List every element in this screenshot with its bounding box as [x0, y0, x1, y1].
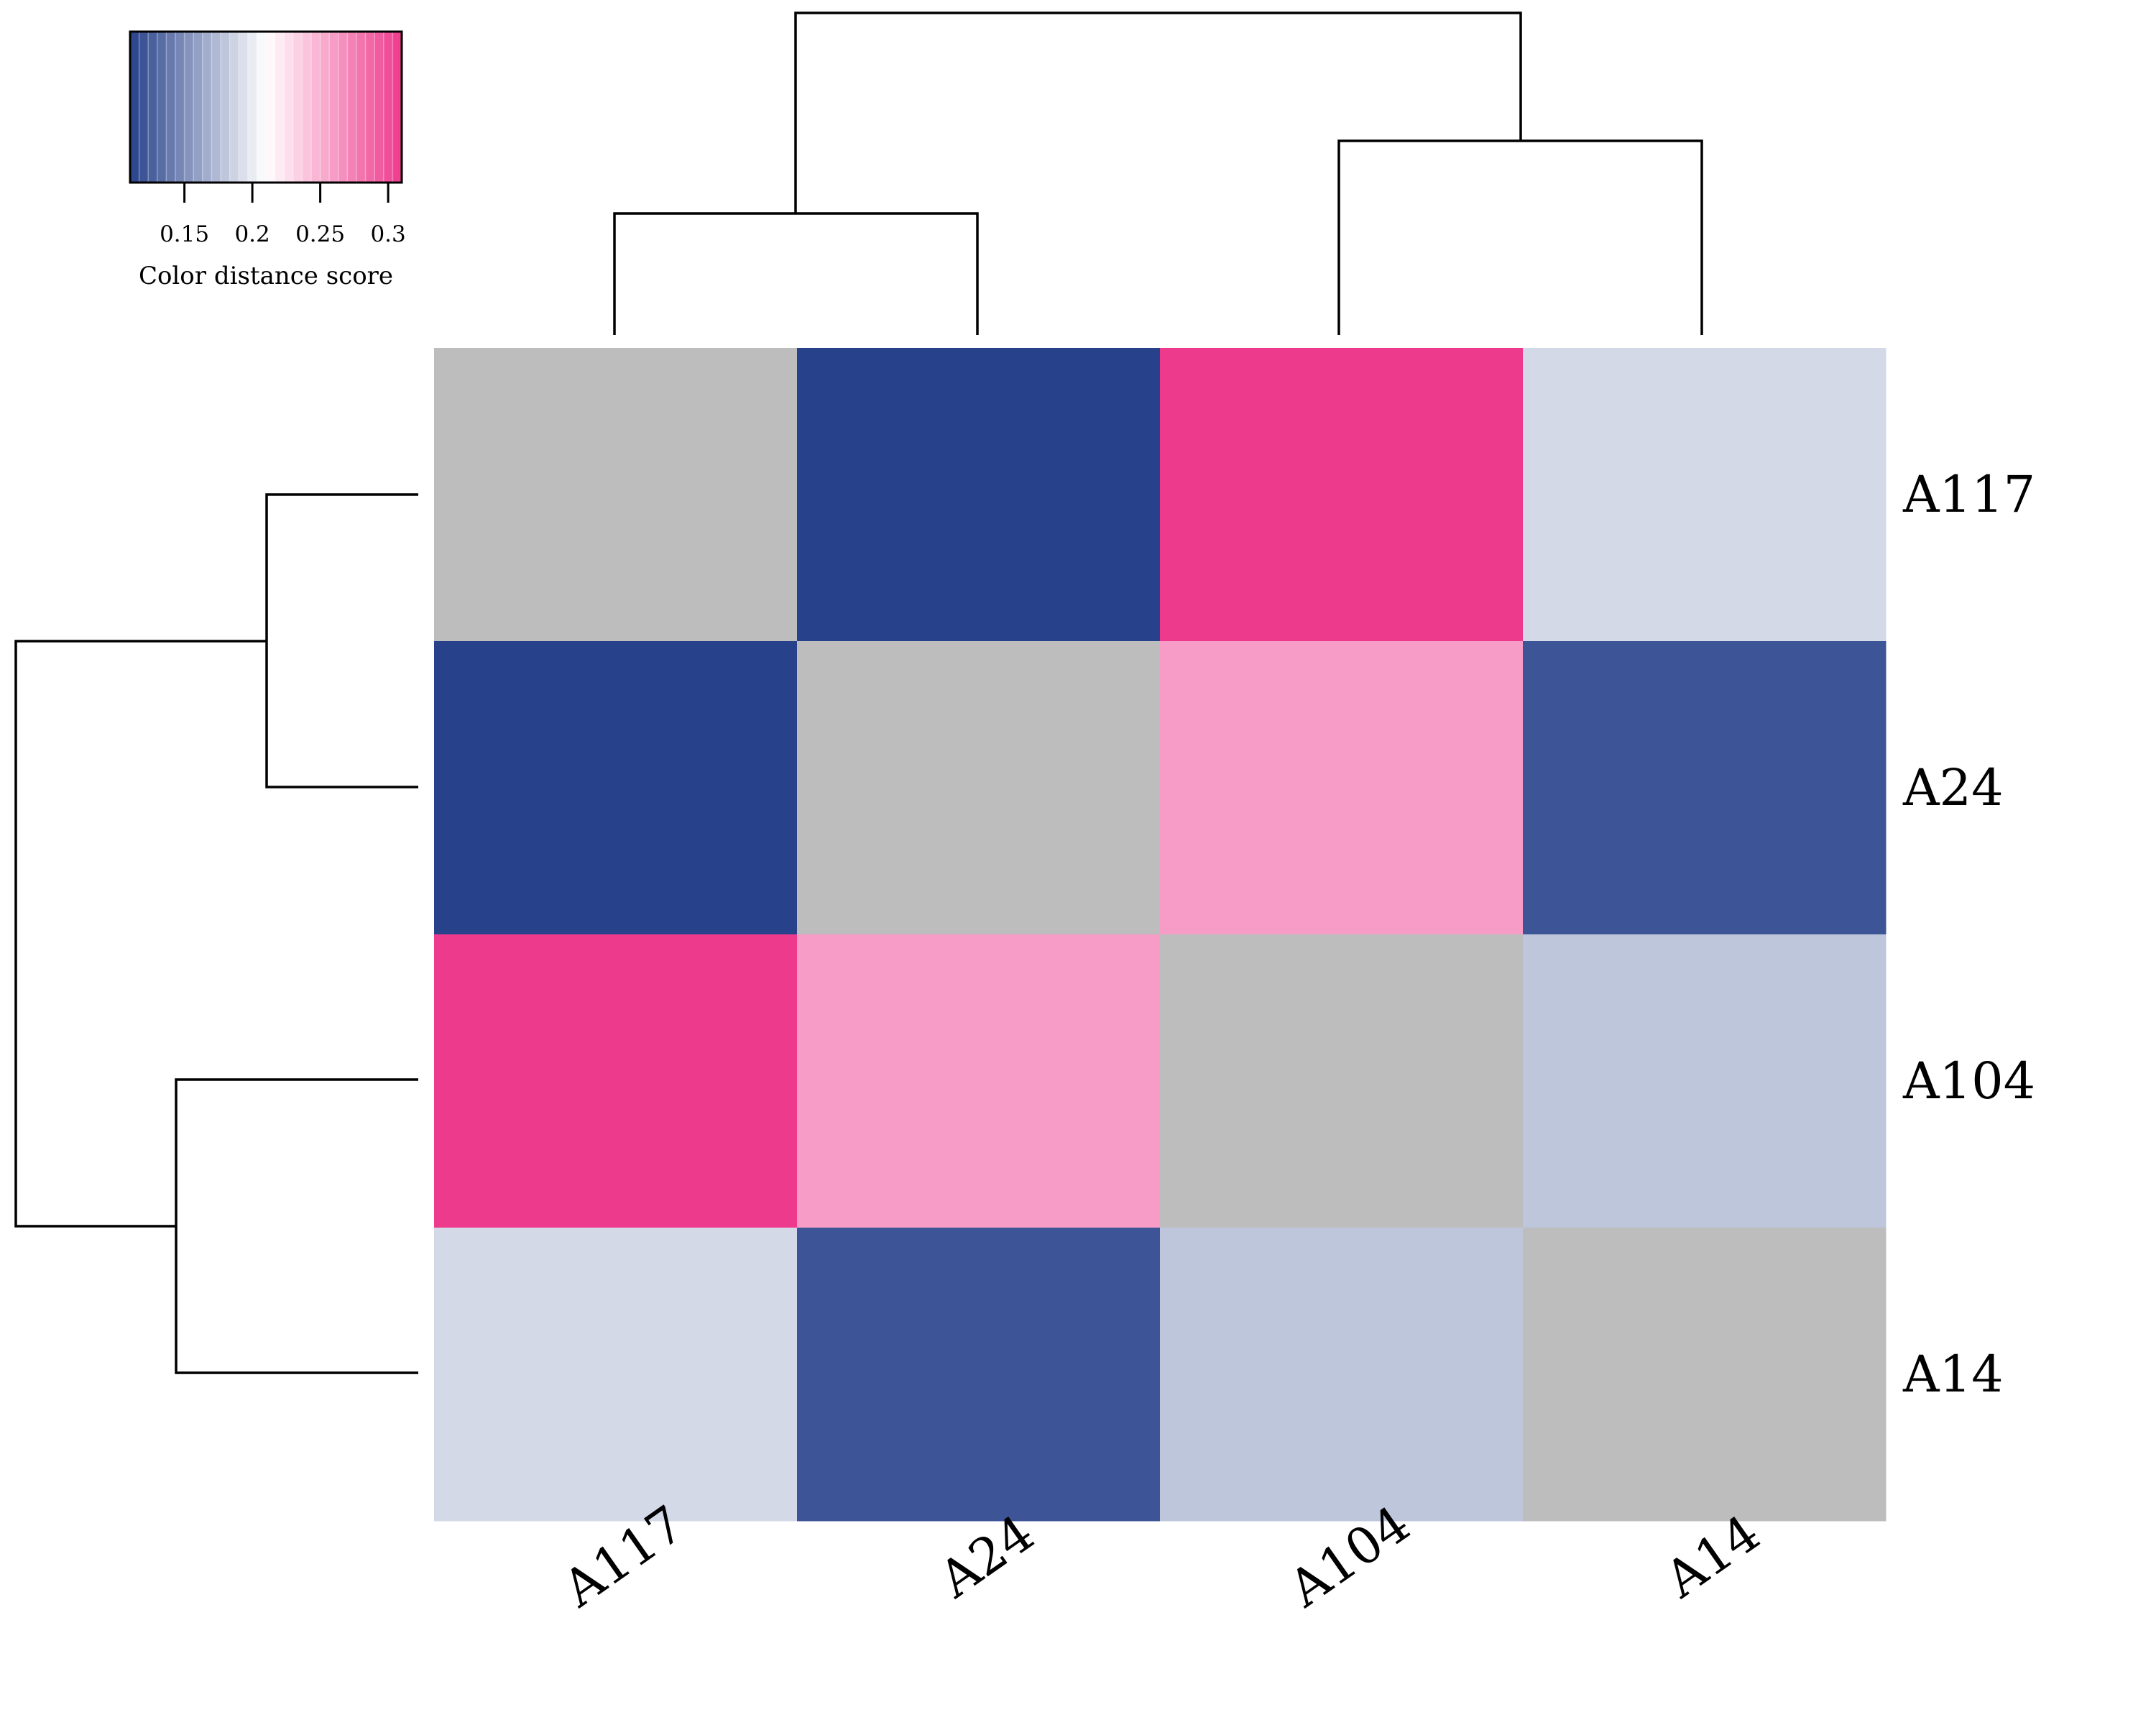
color-legend-strip [329, 32, 339, 183]
color-legend-strip [211, 32, 221, 183]
color-legend-tick-label: 0.3 [370, 221, 405, 247]
color-legend-strip [166, 32, 176, 183]
color-legend-strip [392, 32, 402, 183]
color-legend-strip [311, 32, 321, 183]
color-legend-strip [257, 32, 267, 183]
color-legend-strip [139, 32, 149, 183]
row-dendrogram-branch-a104-a14 [175, 1078, 418, 1374]
heatmap-cell-a104-a14 [1523, 934, 1886, 1228]
row-dendrogram [14, 493, 418, 1374]
row-label-a14: A14 [1902, 1345, 2004, 1404]
color-legend-strip [365, 32, 375, 183]
color-legend-title: Color distance score [139, 262, 393, 290]
heatmap-cell-a117-a24 [797, 348, 1161, 642]
color-legend-strip [284, 32, 294, 183]
color-legend-strip [193, 32, 203, 183]
heatmap-cell-a117-a104 [1160, 348, 1524, 642]
heatmap-cell-a117-a117 [434, 348, 798, 642]
color-legend-tick-label: 0.2 [234, 221, 270, 247]
color-legend-strip [320, 32, 330, 183]
row-label-a117: A117 [1902, 465, 2035, 524]
color-legend-strip [239, 32, 249, 183]
color-legend-tick-label: 0.25 [295, 221, 345, 247]
row-dendrogram-root [14, 640, 267, 1228]
color-legend-strip [374, 32, 384, 183]
heatmap-cell-a14-a104 [1160, 1228, 1524, 1522]
row-label-a104: A104 [1902, 1052, 2035, 1110]
color-legend-strip [266, 32, 276, 183]
row-label-a24: A24 [1902, 758, 2004, 817]
column-dendrogram-branch-a104-a14 [1337, 139, 1703, 335]
heatmap-cell-a14-a14 [1523, 1228, 1886, 1522]
color-legend-strip [338, 32, 348, 183]
heatmap-grid [434, 348, 1886, 1522]
row-dendrogram-branch-a117-a24 [265, 493, 418, 788]
heatmap-cell-a117-a14 [1523, 348, 1886, 642]
color-legend-strip [175, 32, 185, 183]
heatmap-cell-a14-a117 [434, 1228, 798, 1522]
color-legend-strip [229, 32, 239, 183]
color-legend-tick-label: 0.15 [160, 221, 209, 247]
color-legend-strip [275, 32, 285, 183]
heatmap-cell-a104-a104 [1160, 934, 1524, 1228]
color-legend-strip [184, 32, 194, 183]
color-legend-strip [202, 32, 212, 183]
heatmap-cell-a24-a14 [1523, 641, 1886, 935]
heatmap-cell-a24-a117 [434, 641, 798, 935]
heatmap-cell-a14-a24 [797, 1228, 1161, 1522]
color-legend: 0.15 0.2 0.25 0.3 Color distance score [129, 30, 406, 290]
heatmap-cell-a24-a24 [797, 641, 1161, 935]
color-legend-strip [247, 32, 257, 183]
color-legend-strip [302, 32, 312, 183]
color-legend-strip [221, 32, 231, 183]
column-dendrogram [613, 12, 1703, 335]
heatmap-cell-a24-a104 [1160, 641, 1524, 935]
column-dendrogram-branch-a117-a24 [613, 212, 979, 335]
heatmap-cell-a104-a24 [797, 934, 1161, 1228]
color-legend-frame [129, 30, 403, 184]
column-dendrogram-root [794, 12, 1522, 213]
color-legend-strip [130, 32, 140, 183]
color-legend-strip [157, 32, 167, 183]
heatmap-cell-a104-a117 [434, 934, 798, 1228]
color-legend-strip [292, 32, 303, 183]
color-legend-strip [383, 32, 393, 183]
color-legend-strip [356, 32, 367, 183]
row-labels: A117 A24 A104 A14 [1902, 465, 2035, 1404]
color-legend-strip [148, 32, 158, 183]
color-legend-strip [347, 32, 357, 183]
